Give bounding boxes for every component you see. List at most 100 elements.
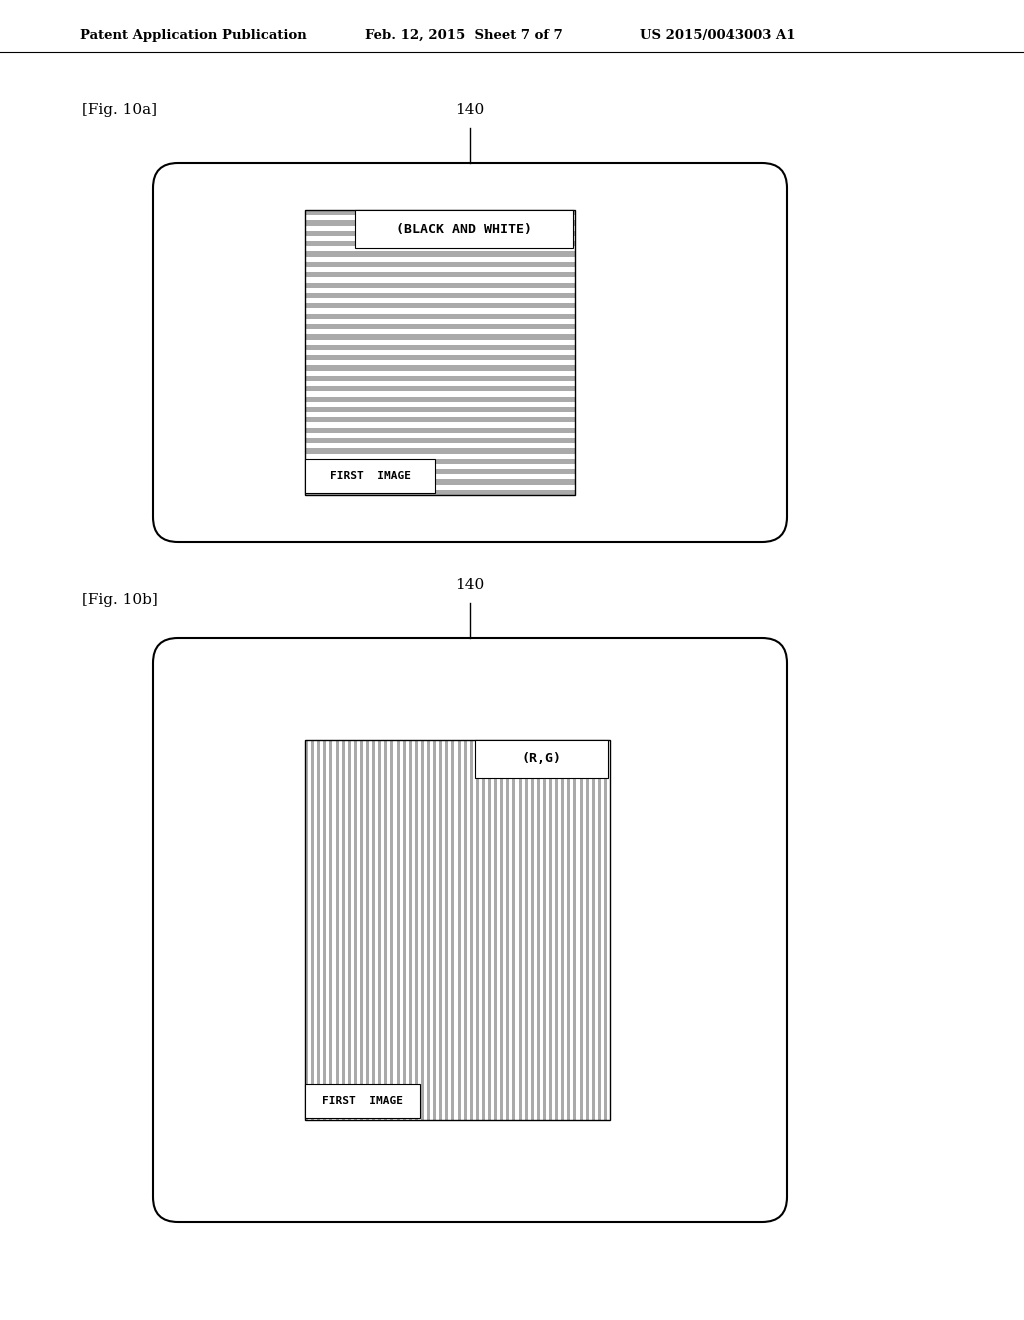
Bar bbox=[305, 1084, 420, 1118]
Bar bbox=[336, 741, 339, 1119]
FancyBboxPatch shape bbox=[153, 162, 787, 543]
Text: (R,G): (R,G) bbox=[521, 752, 561, 766]
Bar bbox=[390, 741, 393, 1119]
Text: (BLACK AND WHITE): (BLACK AND WHITE) bbox=[396, 223, 532, 235]
Bar bbox=[479, 741, 482, 1119]
Bar bbox=[439, 741, 442, 1119]
Bar bbox=[470, 741, 473, 1119]
Bar bbox=[555, 741, 558, 1119]
Text: US 2015/0043003 A1: US 2015/0043003 A1 bbox=[640, 29, 796, 41]
Bar bbox=[305, 381, 575, 387]
Bar bbox=[455, 741, 458, 1119]
Bar bbox=[308, 741, 311, 1119]
Bar bbox=[482, 741, 485, 1119]
Bar bbox=[305, 251, 575, 256]
Bar bbox=[488, 741, 492, 1119]
Bar bbox=[598, 741, 601, 1119]
Bar bbox=[305, 339, 575, 345]
Bar bbox=[595, 741, 598, 1119]
Bar bbox=[305, 417, 575, 422]
Bar bbox=[311, 741, 314, 1119]
Bar bbox=[567, 741, 570, 1119]
Bar bbox=[412, 741, 415, 1119]
Bar bbox=[305, 293, 575, 298]
Bar bbox=[527, 741, 530, 1119]
Bar bbox=[305, 433, 575, 438]
Bar bbox=[330, 741, 333, 1119]
Bar bbox=[543, 741, 546, 1119]
Bar bbox=[399, 741, 402, 1119]
Bar bbox=[445, 741, 449, 1119]
Bar bbox=[305, 459, 435, 492]
Bar bbox=[406, 741, 409, 1119]
Bar bbox=[354, 741, 356, 1119]
Bar bbox=[464, 741, 467, 1119]
Bar bbox=[305, 345, 575, 350]
Bar bbox=[452, 741, 455, 1119]
Bar bbox=[530, 741, 534, 1119]
Bar bbox=[580, 741, 583, 1119]
Text: Patent Application Publication: Patent Application Publication bbox=[80, 29, 307, 41]
Bar bbox=[577, 741, 580, 1119]
Bar bbox=[321, 741, 324, 1119]
Text: 140: 140 bbox=[456, 103, 484, 117]
Bar bbox=[305, 396, 575, 401]
Bar bbox=[305, 309, 575, 314]
Bar bbox=[573, 741, 577, 1119]
Bar bbox=[305, 741, 610, 1119]
Bar bbox=[515, 741, 518, 1119]
Bar bbox=[372, 741, 375, 1119]
Bar bbox=[592, 741, 595, 1119]
Bar bbox=[424, 741, 427, 1119]
Bar bbox=[305, 282, 575, 288]
Bar bbox=[427, 741, 430, 1119]
Bar bbox=[333, 741, 336, 1119]
Bar bbox=[305, 272, 575, 277]
Bar bbox=[378, 741, 381, 1119]
Bar bbox=[442, 741, 445, 1119]
Bar bbox=[402, 741, 406, 1119]
Bar bbox=[305, 428, 575, 433]
Bar bbox=[305, 422, 575, 428]
Bar bbox=[485, 741, 488, 1119]
Bar bbox=[475, 741, 608, 777]
Bar bbox=[305, 454, 575, 459]
Bar bbox=[351, 741, 354, 1119]
Bar bbox=[305, 277, 575, 282]
Bar bbox=[362, 741, 366, 1119]
Bar bbox=[305, 376, 575, 381]
Bar bbox=[495, 741, 497, 1119]
Bar bbox=[305, 220, 575, 226]
Bar bbox=[500, 741, 503, 1119]
Bar bbox=[305, 355, 575, 360]
Bar bbox=[366, 741, 369, 1119]
Bar bbox=[345, 741, 348, 1119]
Bar bbox=[305, 329, 575, 334]
Bar bbox=[356, 741, 359, 1119]
Bar bbox=[305, 479, 575, 484]
Bar bbox=[359, 741, 362, 1119]
Text: [Fig. 10b]: [Fig. 10b] bbox=[82, 593, 158, 607]
Text: FIRST  IMAGE: FIRST IMAGE bbox=[330, 471, 411, 480]
Bar bbox=[549, 741, 552, 1119]
Bar bbox=[342, 741, 345, 1119]
Bar bbox=[305, 474, 575, 479]
Bar bbox=[552, 741, 555, 1119]
Bar bbox=[305, 261, 575, 267]
Bar bbox=[381, 741, 384, 1119]
Bar bbox=[497, 741, 500, 1119]
Bar bbox=[461, 741, 464, 1119]
Bar bbox=[369, 741, 372, 1119]
Bar bbox=[305, 459, 575, 463]
Text: 140: 140 bbox=[456, 578, 484, 591]
Bar bbox=[506, 741, 509, 1119]
Bar bbox=[540, 741, 543, 1119]
Bar bbox=[305, 391, 575, 396]
Bar bbox=[546, 741, 549, 1119]
Text: [Fig. 10a]: [Fig. 10a] bbox=[82, 103, 157, 117]
Bar bbox=[558, 741, 561, 1119]
Bar bbox=[305, 484, 575, 490]
Bar bbox=[430, 741, 433, 1119]
Bar bbox=[421, 741, 424, 1119]
Text: Feb. 12, 2015  Sheet 7 of 7: Feb. 12, 2015 Sheet 7 of 7 bbox=[365, 29, 563, 41]
